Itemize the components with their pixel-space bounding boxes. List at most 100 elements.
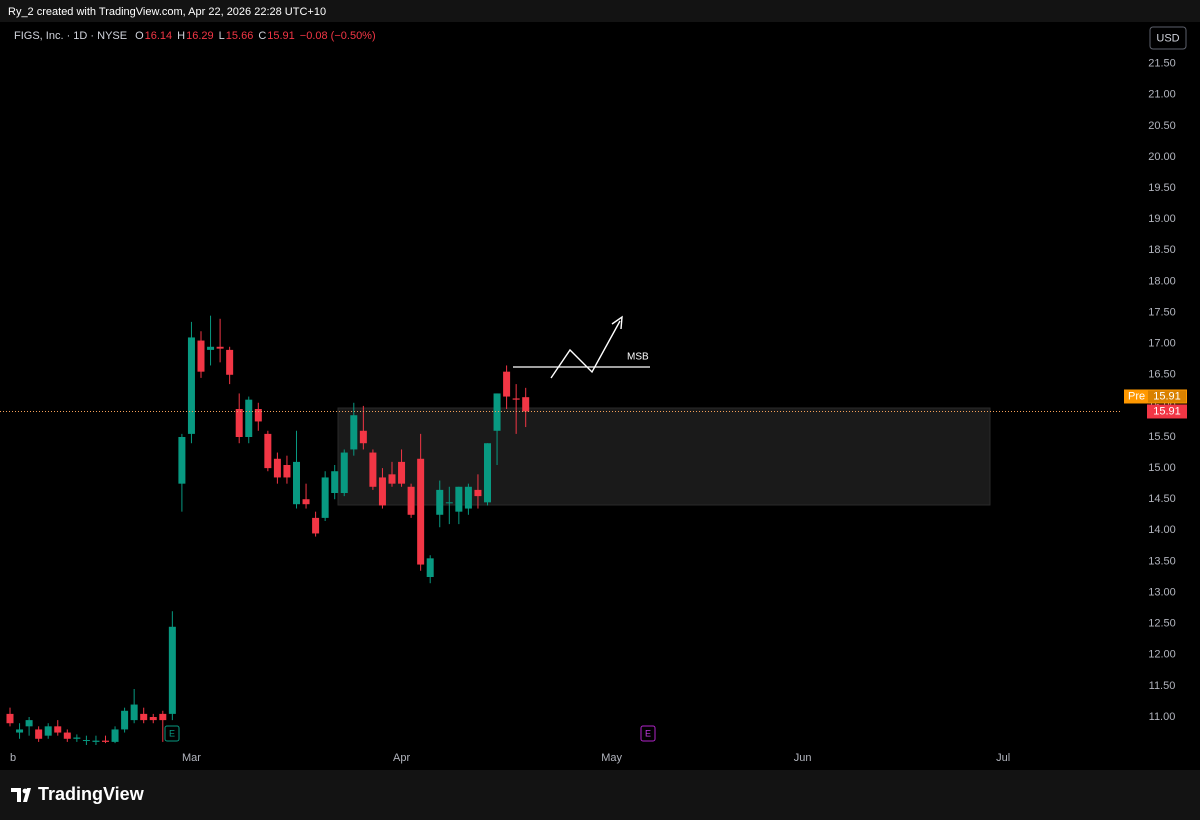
candle-body [44, 726, 52, 736]
legend-title: FIGS, Inc. · 1D · NYSE [14, 30, 127, 42]
candle-body [350, 415, 358, 450]
arrow [550, 320, 621, 379]
logo-dot [22, 788, 28, 794]
y-tick-label: 15.00 [1148, 462, 1176, 474]
candle-body [522, 397, 530, 412]
candle-body [293, 461, 300, 505]
y-tick-label: 14.50 [1148, 493, 1176, 505]
candle-body [359, 430, 367, 444]
top-bar [0, 0, 1200, 22]
candle-body [254, 409, 262, 422]
candle-body [226, 349, 234, 375]
y-tick-label: 13.00 [1148, 586, 1176, 598]
candle-body [207, 346, 215, 350]
candle-body [436, 489, 444, 515]
x-tick-label: Mar [182, 752, 201, 764]
y-tick-label: 13.50 [1148, 555, 1176, 567]
candle-body [398, 461, 406, 484]
legend-key: L [219, 30, 225, 42]
y-tick-label: 19.50 [1148, 182, 1176, 194]
candle-body [264, 433, 272, 469]
event-marker[interactable] [640, 725, 656, 742]
legend-value: 16.29 [186, 30, 214, 42]
currency[interactable]: USD [1156, 32, 1179, 44]
legend-value: 15.91 [267, 30, 295, 42]
msb-label: MSB [627, 352, 649, 363]
price-label: 15.91 [1153, 405, 1181, 417]
brand: TradingView [38, 784, 145, 804]
candle-body [235, 409, 243, 437]
candle-body [159, 713, 167, 721]
candle-body [168, 626, 176, 714]
plot: MSB E E [6, 315, 991, 745]
y-tick-label: 15.50 [1148, 431, 1176, 443]
candle-body [25, 720, 33, 727]
y-tick-label: 21.50 [1148, 58, 1176, 70]
x-tick-label: Jul [996, 752, 1010, 764]
candle-body [82, 740, 90, 742]
candle-body [63, 732, 71, 739]
candle-body [54, 726, 62, 733]
legend-key: C [258, 30, 266, 42]
y-tick-label: 11.00 [1149, 711, 1176, 723]
candle-body [340, 452, 348, 493]
premarket-tag [1124, 389, 1187, 404]
event-marker[interactable] [164, 725, 180, 742]
premarket-label: 15.91 [1153, 390, 1181, 402]
candle-body [302, 499, 310, 505]
currency-button[interactable] [1149, 26, 1187, 50]
y-tick-label: 20.00 [1148, 151, 1176, 163]
candle-body [474, 489, 482, 497]
candle-body [445, 502, 453, 504]
x-tick-label: b [10, 752, 16, 764]
x-tick-label: Jun [794, 752, 812, 764]
legend-key: O [135, 30, 144, 42]
candle-body [197, 340, 205, 372]
candle-body [6, 713, 14, 724]
candle-body [149, 717, 157, 721]
price-tag [1147, 404, 1187, 419]
candle-body [369, 452, 377, 487]
candle-body [283, 465, 291, 478]
candle-body [92, 740, 100, 742]
candle-body [312, 517, 320, 534]
candle-body [130, 704, 138, 721]
y-tick-label: 21.00 [1148, 89, 1176, 101]
candle-body [512, 398, 520, 400]
x-tick-label: May [601, 752, 622, 764]
candle-body [140, 713, 148, 721]
caption: Ry_2 created with TradingView.com, Apr 2… [8, 6, 326, 18]
candle-body [187, 337, 195, 434]
y-tick-label: 18.00 [1148, 275, 1176, 287]
premarket-name: Pre [1128, 390, 1145, 402]
event-label[interactable]: E [645, 728, 651, 738]
candle-body [111, 729, 119, 742]
candle-body [484, 443, 491, 503]
legend: FIGS, Inc. · 1D · NYSE O 16.14 H 16.29 L 15.6… [14, 30, 376, 42]
y-tick-label: 16.50 [1148, 369, 1176, 381]
legend-value: 16.14 [145, 30, 173, 42]
candle-body [407, 486, 415, 515]
candle-body [493, 393, 501, 431]
candle-body [178, 437, 186, 484]
footer [0, 770, 1200, 820]
event-label[interactable]: E [169, 728, 175, 738]
candle-body [388, 474, 396, 484]
logo [11, 788, 31, 802]
candle-body [455, 486, 463, 512]
y-tick-label: 19.00 [1148, 213, 1176, 225]
legend-value: 15.66 [226, 30, 254, 42]
candle-body [16, 729, 24, 733]
candle-body [426, 558, 434, 577]
x-tick-label: Apr [393, 752, 410, 764]
y-tick-label: 18.50 [1148, 244, 1176, 256]
candle-body [35, 729, 43, 739]
y-tick-label: 17.50 [1148, 306, 1176, 318]
candle-body [102, 740, 109, 742]
candle-body [503, 371, 511, 397]
candle-body [121, 710, 129, 730]
zone [337, 407, 991, 506]
y-tick-label: 11.50 [1149, 680, 1176, 692]
candle-body [73, 737, 81, 739]
